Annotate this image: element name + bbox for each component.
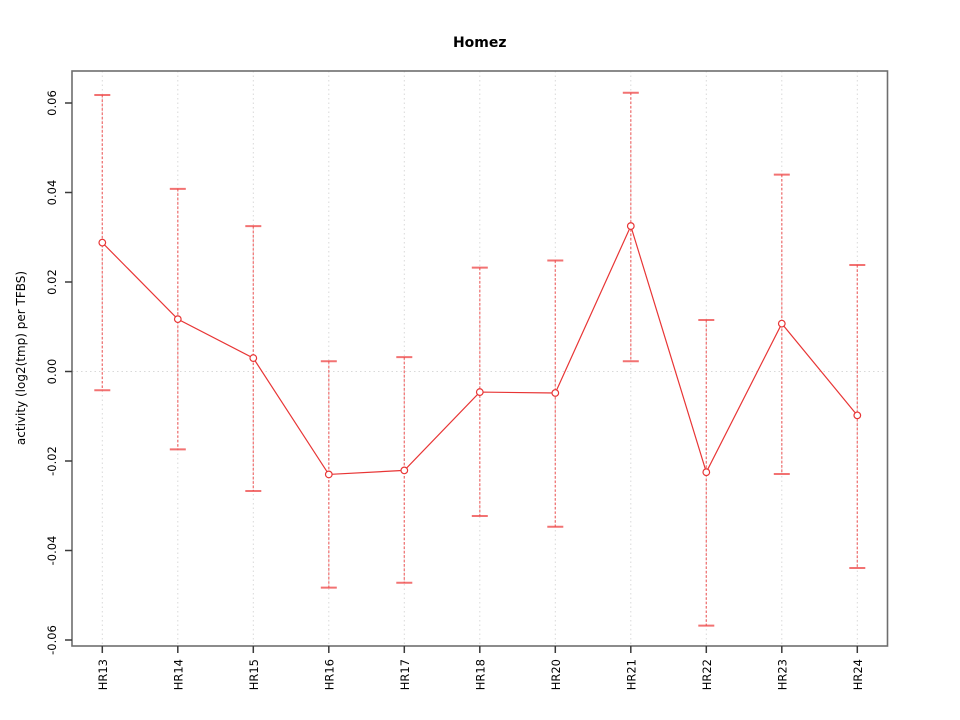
data-point-marker [249, 354, 258, 362]
y-tick-label: -0.04 [45, 536, 59, 566]
y-tick-label: 0.06 [45, 90, 59, 116]
x-tick-label: HR23 [775, 659, 789, 690]
y-axis-label: activity (log2(tmp) per TFBS) [14, 271, 28, 445]
y-tick-label: -0.06 [45, 625, 59, 655]
data-point-marker [98, 238, 107, 247]
data-point-marker [626, 222, 635, 230]
x-tick-label: HR21 [624, 659, 638, 690]
y-tick-label: 0.00 [45, 359, 59, 385]
y-tick-label: 0.02 [45, 269, 59, 295]
x-tick-label: HR16 [322, 659, 336, 690]
chart-titles: Homez activity (log2(tmp) per TFBS) [14, 35, 507, 445]
axis-ticks [65, 102, 859, 653]
x-tick-label: HR13 [96, 659, 110, 690]
x-tick-label: HR18 [473, 659, 487, 690]
chart-title: Homez [453, 35, 507, 51]
data-point-marker [400, 466, 409, 475]
data-point-marker [173, 315, 182, 324]
x-tick-label: HR15 [247, 659, 261, 690]
x-tick-label: HR14 [171, 659, 185, 690]
data-point-marker [702, 468, 711, 477]
y-tick-label: 0.04 [45, 180, 59, 206]
x-tick-label: HR24 [851, 659, 865, 690]
gridlines [72, 71, 888, 646]
x-tick-label: HR22 [700, 659, 714, 690]
data-point-marker [853, 411, 862, 420]
data-point-marker [324, 470, 333, 479]
axis-tick-labels: -0.06 -0.04 -0.02 0.00 0.02 0.04 0.06 HR13 HR14 H… [45, 90, 865, 690]
data-point-marker [551, 389, 560, 397]
x-tick-label: HR17 [398, 659, 412, 690]
data-point-marker [777, 319, 786, 328]
data-point-marker [475, 388, 484, 396]
data-series [98, 222, 862, 479]
x-tick-label: HR20 [549, 659, 563, 690]
y-tick-label: -0.02 [45, 446, 59, 476]
